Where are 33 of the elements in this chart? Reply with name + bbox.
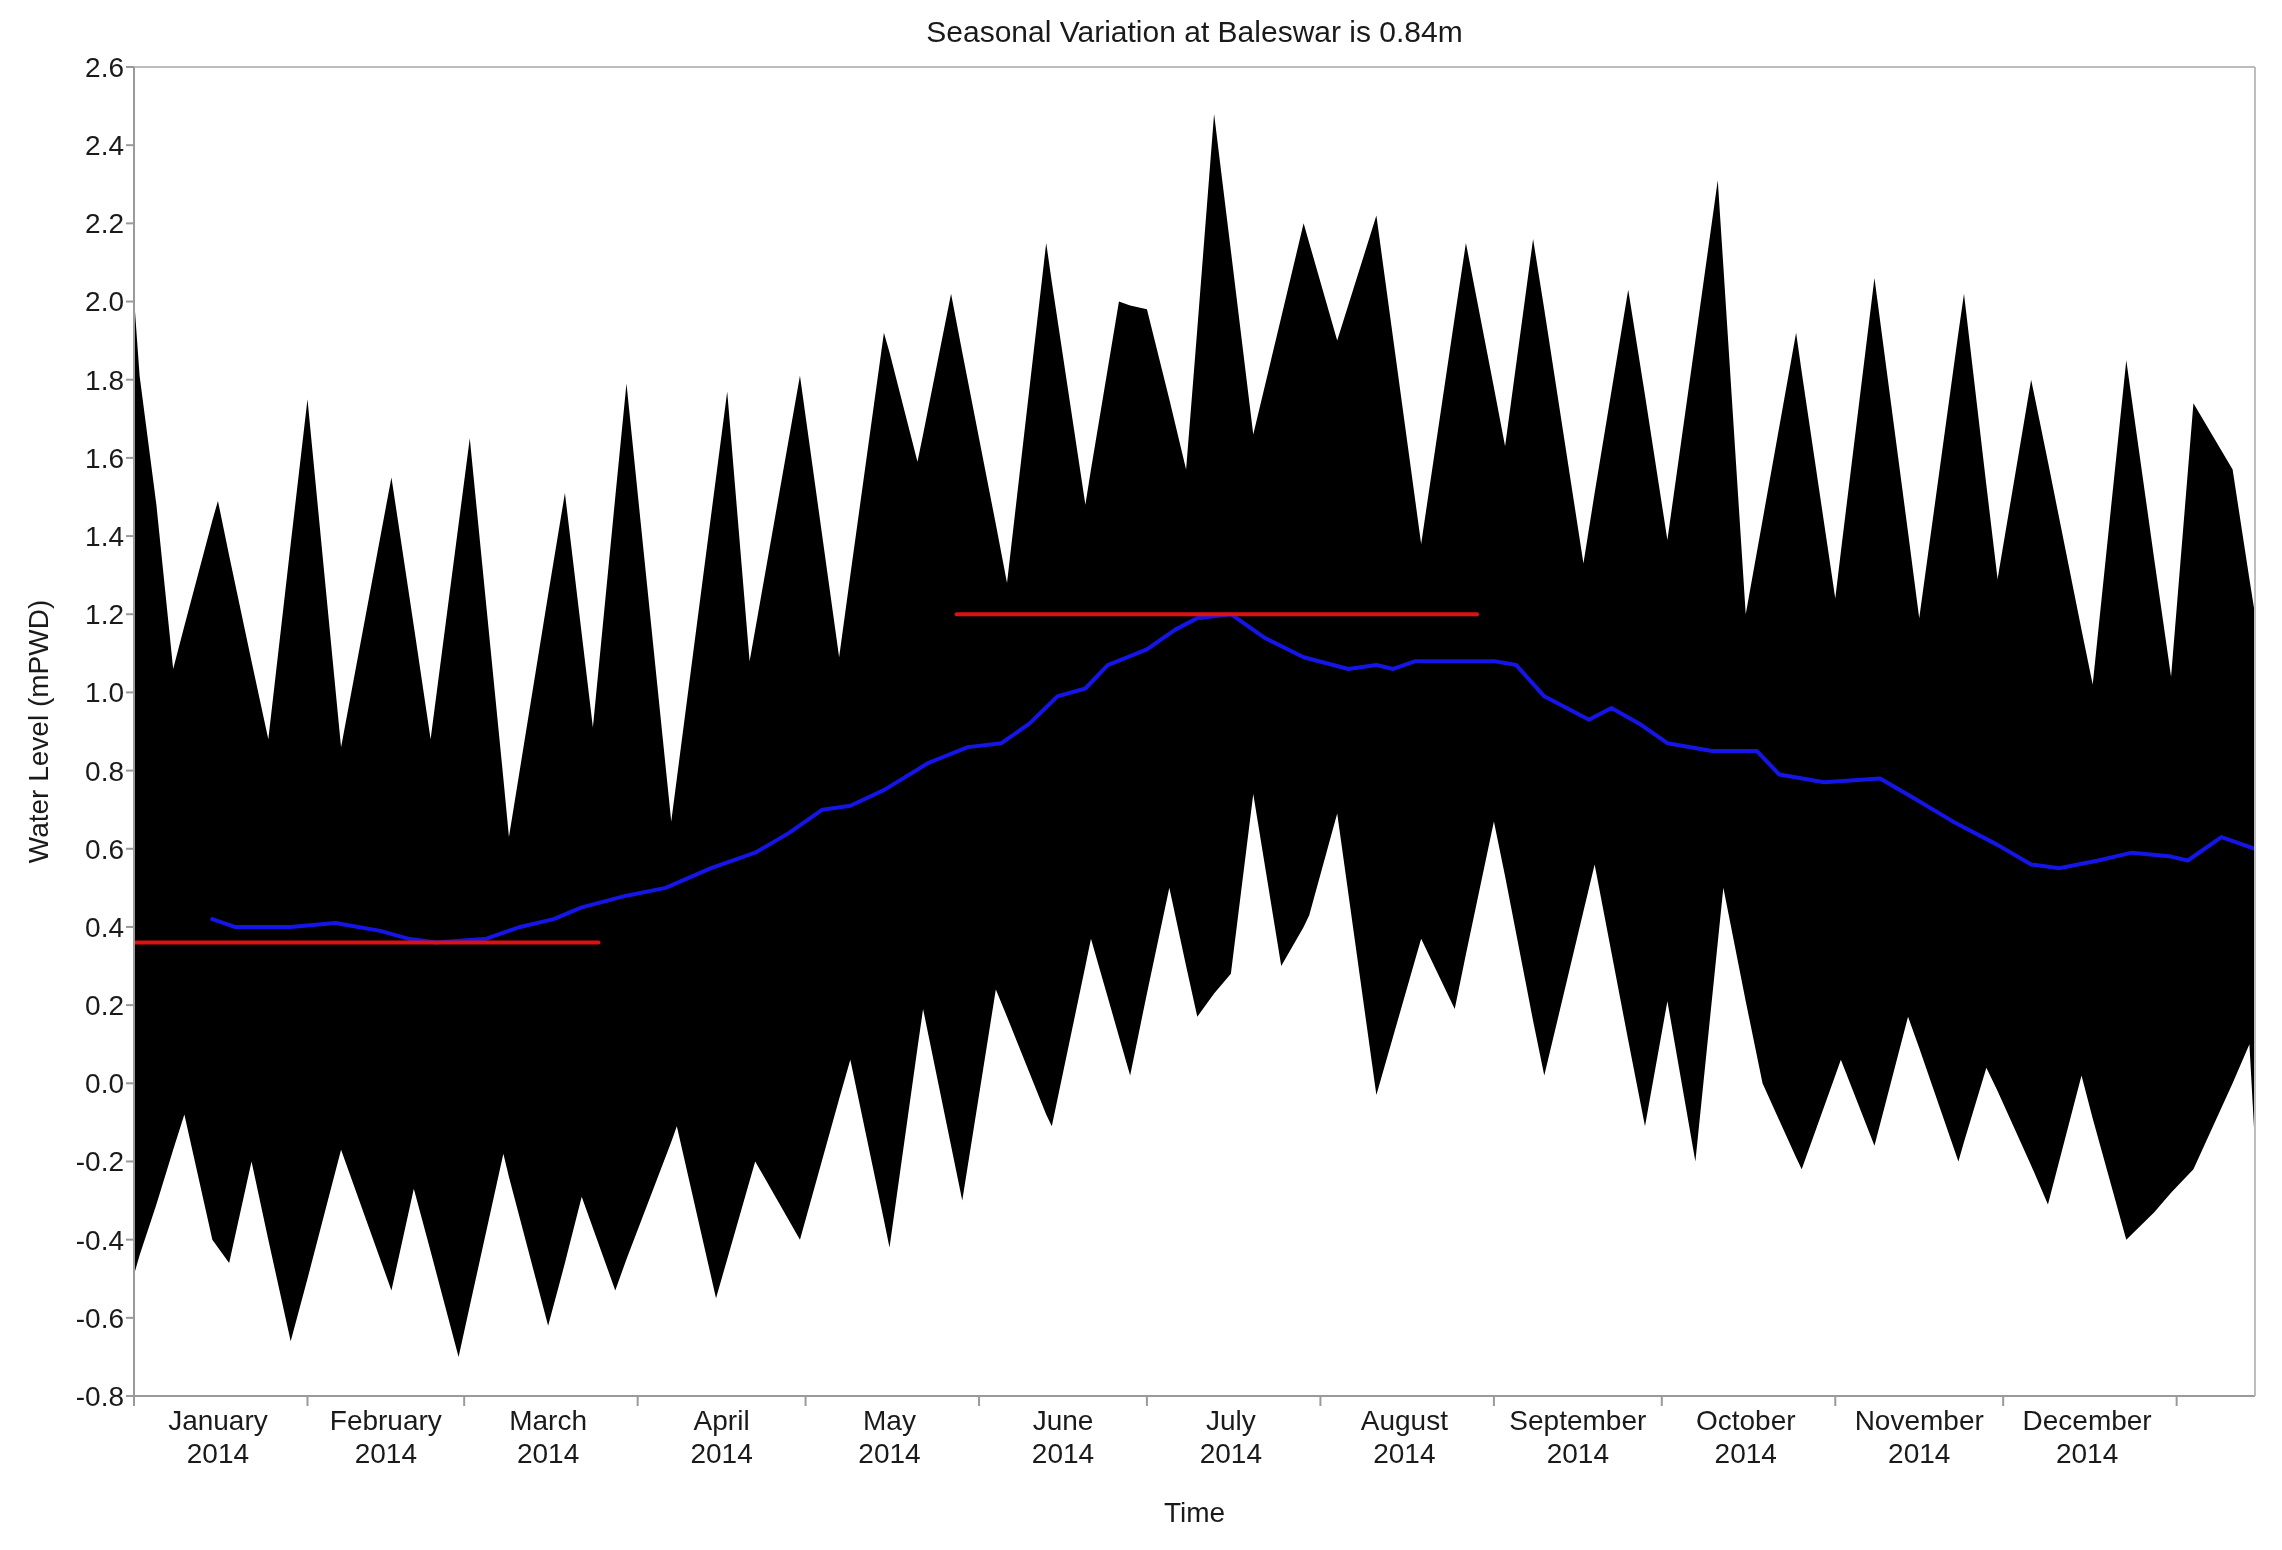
x-tick-label: April 2014 [690, 1405, 753, 1469]
x-tick-label: February 2014 [329, 1405, 442, 1469]
x-tick-label: November 2014 [1854, 1405, 1984, 1469]
x-tick-label: October 2014 [1695, 1405, 1796, 1469]
x-axis-title: Time [1163, 1497, 1226, 1528]
x-tick-label: March 2014 [509, 1405, 588, 1469]
y-tick-label: 2.4 [85, 130, 124, 162]
y-tick-label: 2.0 [85, 286, 124, 318]
y-tick-label: -0.8 [75, 1380, 124, 1412]
y-tick-label: 1.0 [85, 677, 124, 709]
y-tick-label: 0.6 [85, 833, 124, 865]
x-tick-label: September 2014 [1509, 1405, 1647, 1469]
x-tick-label: June 2014 [1031, 1405, 1095, 1469]
x-tick-label: May 2014 [858, 1405, 921, 1469]
x-tick-label: January 2014 [168, 1405, 268, 1469]
y-tick-label: -0.4 [75, 1224, 124, 1256]
y-tick-label: 1.2 [85, 599, 124, 631]
y-tick-label: 0.8 [85, 755, 124, 787]
y-tick-label: 1.4 [85, 521, 124, 552]
y-tick-label: 2.2 [85, 208, 124, 240]
x-tick-label: December 2014 [2022, 1405, 2152, 1469]
y-tick-label: 1.6 [85, 442, 124, 474]
y-tick-label: 0.4 [85, 911, 124, 943]
y-tick-label: 1.8 [85, 364, 124, 396]
y-tick-label: -0.2 [75, 1146, 124, 1178]
y-tick-label: 0.2 [85, 990, 124, 1022]
y-tick-label: 2.6 [85, 51, 124, 83]
x-tick-label: August 2014 [1360, 1405, 1449, 1469]
y-tick-label: -0.6 [75, 1302, 124, 1334]
chart-title: Seasonal Variation at Baleswar is 0.84m [925, 14, 1464, 50]
x-tick-label: July 2014 [1199, 1405, 1263, 1469]
y-axis-title: Water Level (mPWD) [22, 599, 54, 864]
y-tick-label: 0.0 [85, 1068, 124, 1100]
